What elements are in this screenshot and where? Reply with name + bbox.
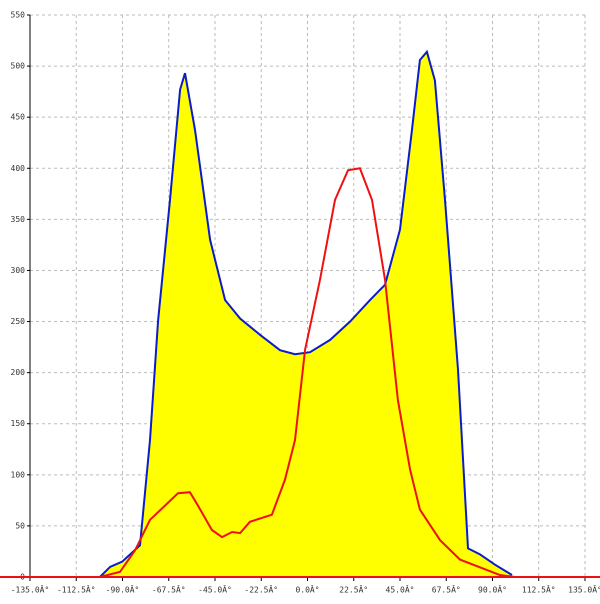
- x-tick-label: -112.5Â°: [57, 584, 96, 595]
- x-tick-label: -22.5Â°: [244, 584, 278, 595]
- y-tick-label: 250: [11, 317, 26, 326]
- x-tick-label: 0.0Â°: [295, 584, 319, 595]
- x-tick-label: 135.0Â°: [568, 584, 600, 595]
- y-tick-label: 150: [11, 419, 26, 428]
- x-tick-label: -90.0Â°: [106, 584, 140, 595]
- y-tick-label: 200: [11, 368, 26, 377]
- x-tick-label: 67.5Â°: [432, 584, 461, 595]
- y-tick-label: 350: [11, 215, 26, 224]
- area-fill: [99, 51, 513, 578]
- x-tick-label: -45.0Â°: [198, 584, 232, 595]
- x-tick-label: 112.5Â°: [522, 584, 556, 595]
- x-tick-label: 22.5Â°: [339, 584, 368, 595]
- y-tick-label: 400: [11, 164, 26, 173]
- y-tick-label: 500: [11, 62, 26, 71]
- x-tick-label: -135.0Â°: [11, 584, 50, 595]
- x-tick-label: -67.5Â°: [152, 584, 186, 595]
- x-tick-label: 90.0Â°: [478, 584, 507, 595]
- y-tick-label: 550: [11, 11, 26, 20]
- y-tick-label: 300: [11, 266, 26, 275]
- x-tick-label: 45.0Â°: [386, 584, 415, 595]
- series-line: [99, 167, 516, 578]
- y-tick-label: 50: [15, 521, 25, 530]
- y-tick-label: 450: [11, 113, 26, 122]
- series-line: [99, 49, 513, 578]
- y-tick-label: 100: [11, 470, 26, 479]
